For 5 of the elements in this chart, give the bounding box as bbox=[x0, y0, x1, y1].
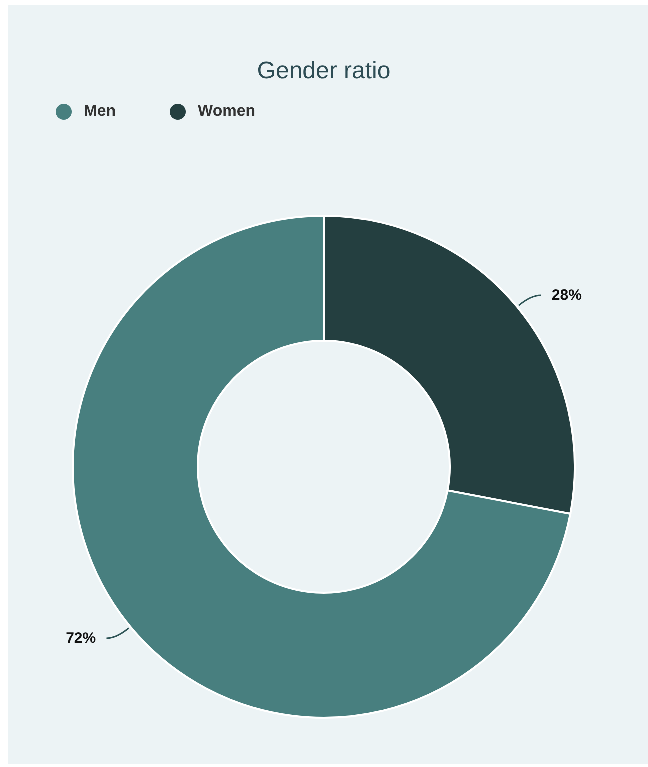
legend-label: Men bbox=[84, 103, 116, 120]
data-label: 72% bbox=[66, 630, 96, 647]
legend-label: Women bbox=[198, 103, 256, 120]
data-label: 28% bbox=[552, 287, 582, 304]
chart-title: Gender ratio bbox=[257, 58, 391, 84]
